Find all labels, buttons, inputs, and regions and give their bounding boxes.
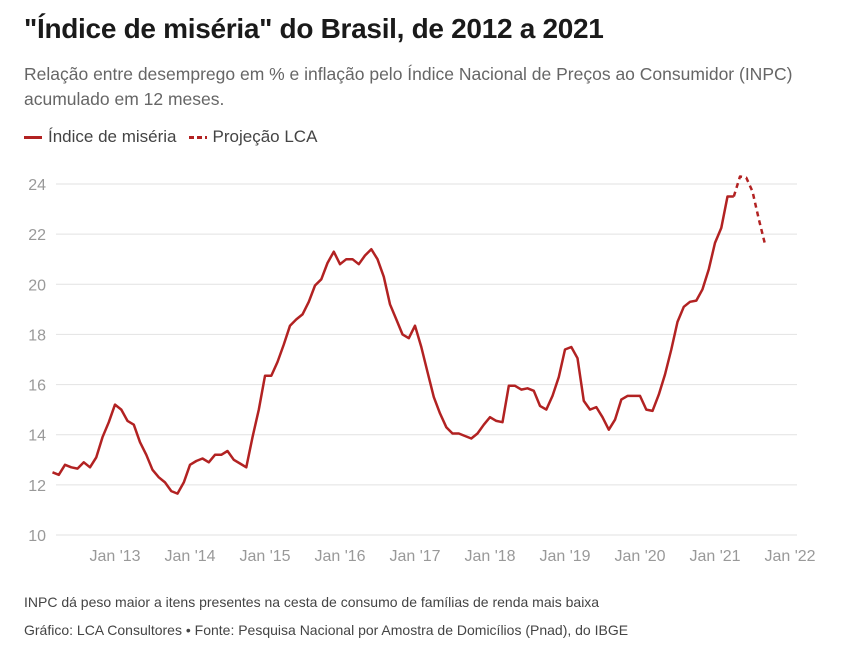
x-tick-label-6: Jan '19 [539, 548, 590, 565]
y-tick-label-14: 14 [28, 428, 46, 445]
gridlines [56, 183, 797, 536]
chart-subtitle: Relação entre desemprego em % e inflação… [24, 64, 793, 109]
y-tick-label-24: 24 [28, 177, 46, 194]
legend-projection-label: Projeção LCA [212, 127, 318, 146]
legend-item-series: Índice de miséria [24, 127, 177, 147]
legend-solid-swatch [24, 135, 42, 139]
y-tick-label-20: 20 [28, 277, 46, 294]
legend: Índice de miséria Projeção LCA [24, 127, 329, 147]
y-axis-ticks: 10 12 14 16 18 20 22 24 [28, 177, 46, 545]
legend-series-label: Índice de miséria [48, 127, 177, 146]
x-tick-label-5: Jan '18 [464, 548, 515, 565]
legend-dashed-swatch [188, 135, 207, 139]
x-tick-label-1: Jan '14 [164, 548, 215, 565]
x-tick-label-2: Jan '15 [239, 548, 290, 565]
y-tick-label-16: 16 [28, 378, 46, 395]
x-tick-label-8: Jan '21 [689, 548, 740, 565]
legend-item-projection: Projeção LCA [188, 127, 318, 147]
projection-line [732, 175, 767, 245]
chart-title: "Índice de miséria" do Brasil, de 2012 a… [24, 13, 604, 44]
y-tick-label-18: 18 [28, 327, 46, 344]
x-tick-label-0: Jan '13 [89, 548, 140, 565]
y-tick-label-22: 22 [28, 227, 46, 244]
series-line-indice-de-miseria [52, 195, 734, 495]
x-tick-label-4: Jan '17 [389, 548, 440, 565]
series-lines [52, 175, 767, 495]
source-credit: Gráfico: LCA Consultores • Fonte: Pesqui… [24, 622, 629, 638]
x-axis-ticks: Jan '13 Jan '14 Jan '15 Jan '16 Jan '17 Jan '… [89, 548, 815, 565]
y-tick-label-10: 10 [28, 528, 46, 545]
x-tick-label-7: Jan '20 [614, 548, 665, 565]
x-tick-label-3: Jan '16 [314, 548, 365, 565]
y-tick-label-12: 12 [28, 478, 46, 495]
footnote: INPC dá peso maior a itens presentes na … [24, 594, 600, 610]
x-tick-label-9: Jan '22 [764, 548, 815, 565]
